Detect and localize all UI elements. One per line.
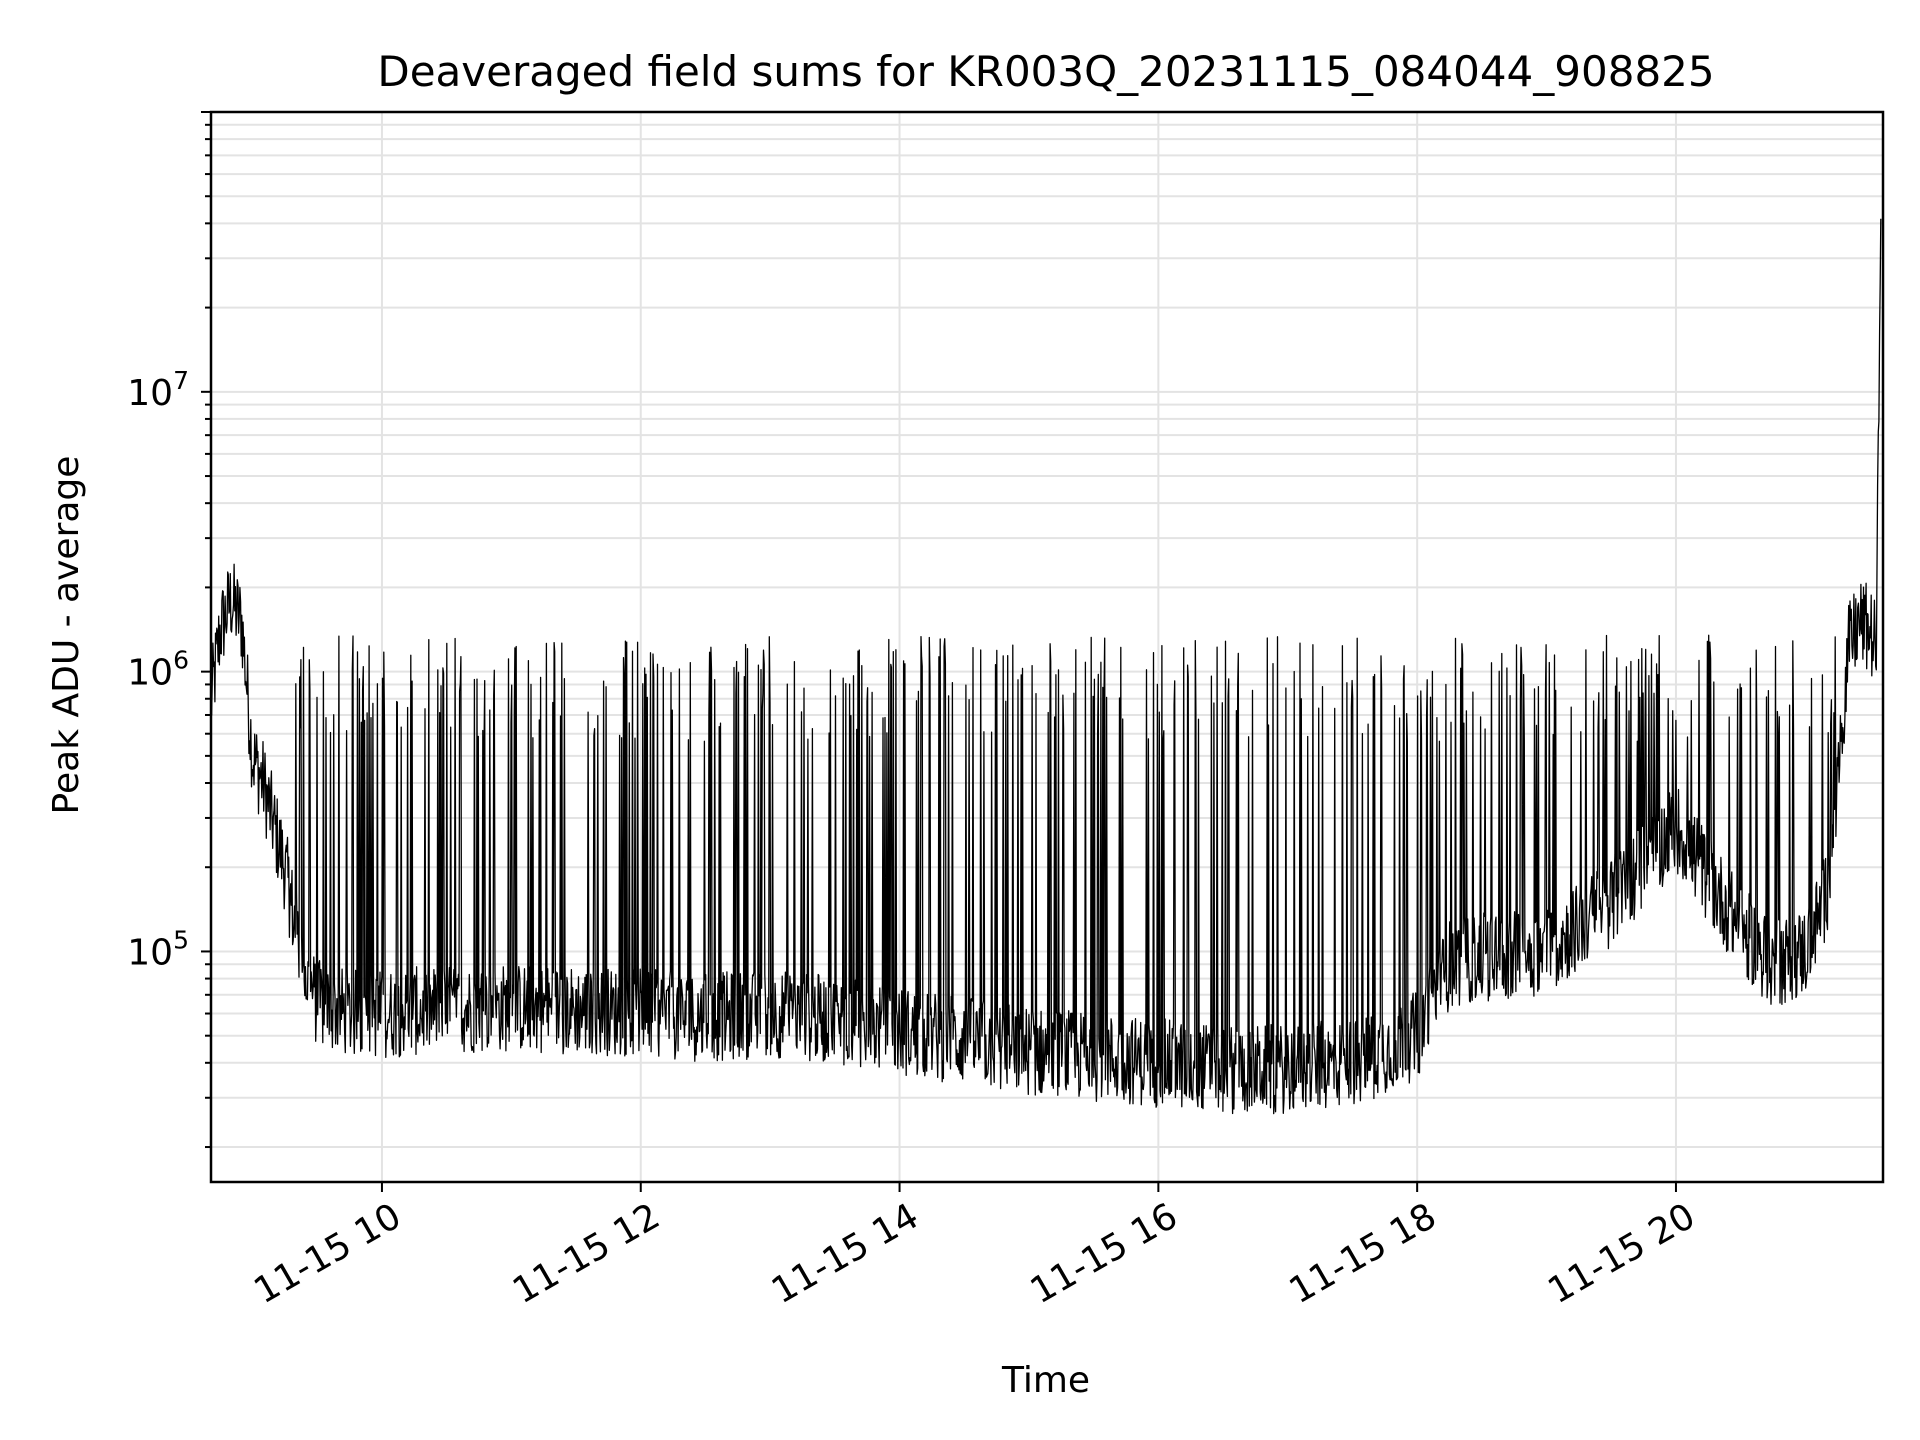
y-tick-label: 106 [127, 646, 189, 694]
y-tick-label: 107 [127, 366, 189, 414]
data-series-line [210, 218, 1882, 1115]
y-tick-label: 105 [127, 925, 189, 973]
plot-frame [209, 110, 1885, 1184]
x-axis-label: Time [1001, 1360, 1090, 1401]
y-axis-label: Peak ADU - average [46, 456, 87, 815]
data-layer [210, 218, 1882, 1115]
chart-title: Deaveraged field sums for KR003Q_2023111… [377, 47, 1714, 96]
